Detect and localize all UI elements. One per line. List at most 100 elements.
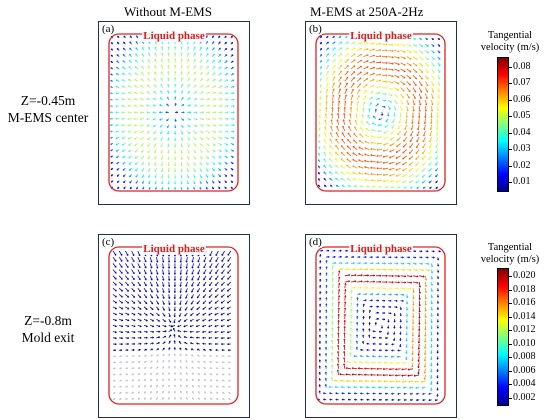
arrow-head [110, 42, 113, 45]
arrow-head [121, 307, 124, 310]
arrow-head [360, 53, 363, 56]
arrow-head [213, 163, 216, 165]
arrow-head [385, 280, 388, 284]
velocity-arrow [227, 287, 232, 292]
arrow-head [330, 119, 333, 122]
velocity-arrow [209, 263, 213, 268]
arrow-head [226, 111, 229, 114]
velocity-arrow [364, 166, 370, 169]
arrow-head [406, 296, 409, 299]
arrow-head [376, 142, 379, 145]
arrow-head [185, 372, 188, 375]
velocity-arrow [406, 56, 412, 60]
velocity-arrow [395, 368, 401, 370]
arrow-head [153, 90, 156, 94]
arrow-head [153, 138, 156, 141]
arrow-head [436, 370, 439, 373]
arrow-head [384, 355, 387, 358]
arrow-head [424, 278, 428, 281]
arrow-head [370, 299, 373, 302]
arrow-head [114, 337, 117, 340]
arrow-head [395, 174, 398, 177]
arrow-head [157, 342, 160, 344]
velocity-arrow [137, 263, 141, 269]
arrow-head [129, 175, 132, 178]
arrow-head [190, 313, 193, 316]
arrow-head [331, 296, 334, 299]
arrow-head [145, 342, 148, 345]
arrow-head [125, 385, 128, 388]
arrow-head [119, 379, 122, 382]
arrow-head [373, 60, 376, 63]
arrow-head [156, 272, 159, 275]
arrow-head [110, 54, 113, 57]
arrow-head [197, 366, 200, 369]
velocity-arrow [388, 93, 393, 97]
arrow-head [418, 329, 421, 331]
arrow-head [369, 102, 372, 105]
arrow-head [428, 157, 431, 160]
arrow-head [161, 397, 164, 399]
arrow-head [378, 185, 381, 188]
arrow-head [141, 59, 144, 62]
arrow-head [193, 163, 196, 166]
arrow-head [209, 385, 212, 388]
velocity-arrow [227, 256, 232, 262]
velocity-arrow [425, 87, 428, 93]
velocity-arrow [215, 281, 219, 286]
arrow-head [347, 138, 350, 141]
arrow-head [221, 277, 224, 280]
arrow-head [154, 187, 158, 190]
arrow-head [426, 71, 429, 74]
arrow-head [187, 52, 190, 55]
arrow-head [325, 94, 328, 97]
arrow-head [403, 139, 406, 142]
velocity-arrow [364, 160, 370, 163]
arrow-head [398, 275, 400, 278]
arrow-head [341, 392, 344, 395]
arrow-head [121, 91, 124, 95]
arrow-head [338, 270, 341, 273]
velocity-arrow [215, 269, 219, 274]
arrow-head [173, 347, 176, 350]
arrow-head [364, 255, 367, 259]
velocity-arrow [350, 94, 354, 101]
arrow-head [384, 186, 387, 189]
velocity-arrow [394, 99, 398, 104]
arrow-head [188, 97, 191, 100]
arrow-head [185, 302, 188, 305]
velocity-arrow [418, 294, 421, 300]
velocity-arrow [215, 263, 219, 268]
arrow-head [173, 272, 176, 275]
velocity-arrow [435, 137, 439, 142]
arrow-head [319, 303, 322, 306]
arrow-head [356, 315, 359, 318]
arrow-head [346, 64, 349, 68]
velocity-arrow [395, 155, 401, 159]
velocity-arrow [418, 281, 421, 288]
arrow-head [384, 287, 387, 290]
velocity-arrow [156, 269, 159, 275]
velocity-arrow [412, 50, 418, 54]
arrow-head [179, 347, 182, 350]
arrow-head [121, 295, 123, 298]
arrow-head [408, 262, 411, 265]
velocity-arrow [356, 83, 361, 88]
velocity-arrow [404, 124, 408, 130]
arrow-head [389, 256, 392, 259]
velocity-arrow [343, 363, 346, 369]
velocity-arrow [369, 79, 375, 82]
arrow-head [385, 120, 388, 123]
arrow-head [146, 91, 149, 94]
arrow-head [214, 104, 217, 107]
arrow-head [190, 348, 193, 351]
velocity-arrow [418, 343, 420, 350]
arrow-head [173, 334, 176, 336]
velocity-arrow [402, 161, 408, 166]
velocity-arrow [346, 171, 352, 175]
arrow-head [426, 256, 429, 259]
velocity-arrow [369, 84, 375, 88]
arrow-head [416, 186, 419, 189]
arrow-head [161, 176, 164, 179]
arrow-head [195, 97, 198, 100]
